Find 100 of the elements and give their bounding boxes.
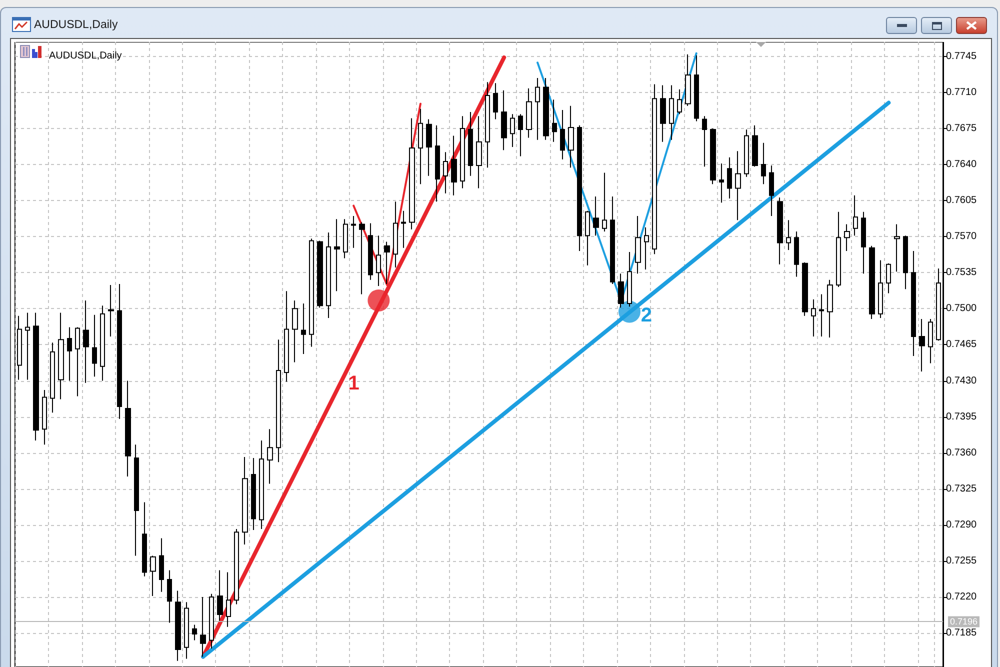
candlestick [251,457,256,531]
y-tick-label: 0.7465 [946,339,978,350]
candlestick [426,118,432,176]
candlestick [301,303,306,354]
candlestick [17,315,22,380]
candlestick [292,300,298,363]
candlestick [827,279,833,338]
y-tick-label: 0.7535 [946,267,978,278]
candlestick [493,82,498,120]
y-tick-label: 0.7710 [946,86,978,98]
candlestick [108,284,114,337]
candlestick [861,211,866,274]
candlestick [794,230,799,278]
candlestick [719,163,724,204]
candlestick [510,114,515,148]
candlestick [200,596,206,658]
candlestick [844,224,850,252]
candlestick [919,318,925,372]
text: AUDUSDL,Daily [49,50,122,62]
candlestick [50,342,55,414]
candlestick [334,218,340,292]
candlestick [376,235,381,287]
candlestick [543,78,549,140]
candlestick [42,390,47,446]
chart-title: AUDUSDL,Daily [34,18,118,33]
candlestick [476,116,482,189]
candlestick [911,250,916,357]
series-label: 1 [348,372,360,395]
candlestick [359,222,365,295]
candlestick [744,129,749,178]
candlestick [602,172,607,232]
candlestick [468,112,473,176]
candlestick [184,602,189,660]
candlestick [418,108,423,185]
candlestick [234,528,239,605]
candlestick [660,84,666,142]
candlestick [560,109,565,160]
candlestick [928,318,933,364]
candlestick [209,593,214,649]
candlestick [685,54,691,106]
candlestick [627,252,632,308]
candlestick [535,78,540,140]
candlestick [217,570,223,622]
candlestick [460,116,465,189]
candlestick [710,128,716,185]
candlestick [936,268,941,342]
candlestick [552,99,557,142]
y-tick-label: 0.7290 [946,519,978,530]
candlestick [593,196,599,236]
candlestick [577,124,582,252]
y-tick-label: 0.7220 [946,591,978,602]
candlestick [886,262,891,294]
candlestick [836,211,841,288]
y-tick-label: 0.7570 [946,231,978,242]
candlestick [67,326,72,382]
candlestick [819,294,824,337]
candlestick [443,152,448,194]
candlestick [401,210,406,248]
y-tick-label: 0.7395 [946,411,978,422]
candlestick [802,262,808,316]
candlestick [752,124,758,168]
candlestick [501,90,507,151]
series-label: 2 [640,304,652,327]
y-tick-label: 0.7360 [946,447,978,458]
y-tick-label: 0.7675 [946,122,978,134]
candlestick [644,226,649,270]
candlestick [117,283,122,420]
candlestick [869,245,875,320]
candlestick [267,428,273,484]
candlestick [853,194,858,236]
candlestick [175,590,181,662]
candlestick [368,222,373,280]
candlestick [393,201,398,268]
candlestick [343,218,348,259]
candlestick [903,235,908,290]
candlestick [526,88,532,138]
candlestick [75,326,80,397]
candlestick [677,88,682,115]
candlestick [25,312,30,380]
ref-line-label: 0.7196 [950,616,978,627]
candlestick [769,165,774,217]
candlestick [58,312,64,400]
candlestick [125,380,131,478]
candlestick [317,240,323,308]
candlestick [409,118,415,230]
candlestick [276,339,281,463]
y-tick-label: 0.7640 [946,159,978,170]
candlestick [811,298,816,337]
y-tick-label: 0.7745 [946,50,978,62]
candlestick [351,216,356,248]
y-tick-label: 0.7325 [946,483,978,494]
candlestick [159,538,164,592]
candlestick [284,290,289,382]
candlestick [761,142,766,185]
candlestick [100,305,105,382]
candlestick [384,241,390,284]
candlestick [134,444,139,556]
candlestick [568,105,574,168]
candlestick [226,572,231,628]
candlestick [192,624,197,641]
